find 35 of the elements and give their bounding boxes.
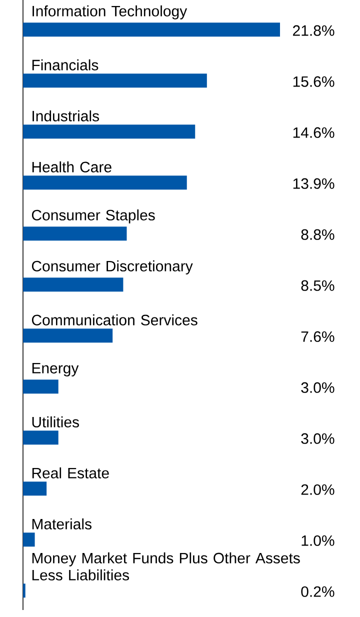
- data-label: 21.8%: [293, 25, 334, 36]
- y-tick-label: Industrials: [32, 110, 100, 122]
- y-tick-label: Materials: [32, 518, 92, 530]
- data-label: 14.6%: [293, 127, 334, 138]
- bar: [23, 74, 207, 88]
- bar: [23, 22, 280, 37]
- y-tick-label: Money Market Funds Plus Other Assets Less Liabilities: [32, 552, 300, 580]
- bar: [23, 532, 35, 547]
- bar: [23, 124, 196, 139]
- data-label: 7.6%: [301, 331, 334, 342]
- data-label: 0.2%: [301, 586, 334, 597]
- bar: [23, 482, 47, 496]
- y-tick-label: Energy: [32, 362, 79, 376]
- bar: [23, 430, 58, 445]
- bar: [23, 176, 187, 190]
- bar: [23, 380, 58, 394]
- data-label: 8.5%: [301, 280, 334, 291]
- data-label: 15.6%: [293, 76, 334, 87]
- y-tick-label: Information Technology: [32, 5, 188, 20]
- y-tick-label: Financials: [32, 59, 98, 70]
- data-label: 3.0%: [301, 382, 334, 393]
- data-label: 3.0%: [301, 433, 334, 444]
- data-label: 13.9%: [293, 178, 334, 189]
- data-label: 1.0%: [302, 535, 334, 546]
- y-tick-label: Utilities: [32, 416, 79, 428]
- data-label: 2.0%: [301, 484, 334, 495]
- y-tick-label: Communication Services: [32, 314, 198, 326]
- y-tick-label: Consumer Staples: [32, 209, 155, 224]
- y-tick-label: Health Care: [32, 161, 112, 172]
- data-label: 8.8%: [301, 229, 334, 240]
- y-tick-label: Real Estate: [32, 467, 109, 478]
- bar: [23, 328, 113, 343]
- bar: [23, 278, 124, 292]
- y-tick-label: Consumer Discretionary: [32, 260, 193, 274]
- bar: [23, 226, 127, 241]
